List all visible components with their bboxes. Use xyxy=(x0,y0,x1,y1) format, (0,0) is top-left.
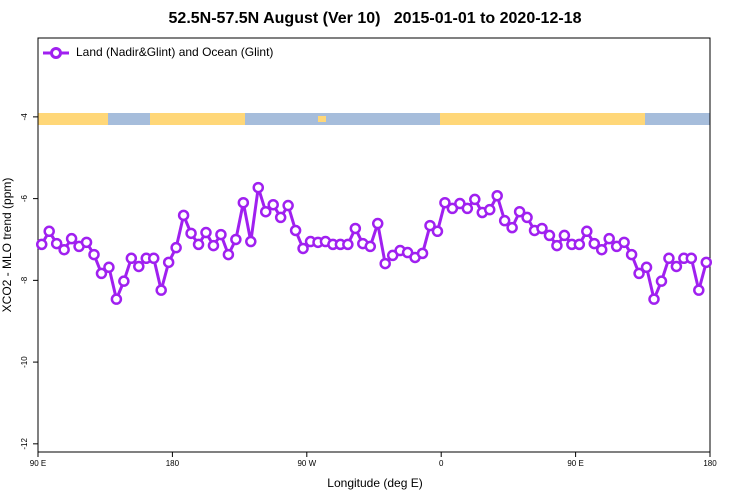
data-point xyxy=(88,248,100,261)
data-point xyxy=(349,222,362,235)
data-point xyxy=(700,256,713,269)
land-ocean-strip xyxy=(38,113,710,125)
data-point xyxy=(498,214,511,227)
data-point xyxy=(192,238,205,251)
data-point xyxy=(371,217,384,230)
y-tick-label: -6 xyxy=(20,195,29,203)
data-point xyxy=(95,267,108,280)
data-point xyxy=(625,248,638,261)
data-point xyxy=(80,236,93,249)
data-point xyxy=(693,284,705,296)
data-point xyxy=(595,243,608,256)
data-point xyxy=(648,293,660,305)
data-point xyxy=(573,238,586,251)
data-point xyxy=(491,190,503,202)
data-point xyxy=(222,248,235,261)
data-point xyxy=(282,199,294,212)
data-point xyxy=(155,284,167,296)
data-point xyxy=(483,203,496,216)
data-point xyxy=(207,239,220,252)
x-tick-label: 90 E xyxy=(30,459,46,468)
data-point xyxy=(110,293,123,305)
data-point xyxy=(162,256,175,269)
y-tick-label: -4 xyxy=(20,113,29,121)
data-point xyxy=(543,229,556,242)
data-point xyxy=(551,239,563,252)
x-tick-label: 180 xyxy=(166,459,180,468)
data-point xyxy=(685,252,698,265)
data-point xyxy=(215,228,227,241)
data-point xyxy=(670,260,683,273)
data-point xyxy=(50,237,63,250)
data-point xyxy=(431,225,444,238)
data-point xyxy=(588,237,601,250)
data-point xyxy=(259,205,272,218)
data-point xyxy=(185,227,197,240)
data-point xyxy=(245,235,257,248)
data-point xyxy=(633,267,645,280)
y-tick-label: -8 xyxy=(20,276,29,284)
data-point xyxy=(506,221,518,234)
data-point xyxy=(267,198,279,211)
x-tick-label: 90 W xyxy=(297,459,316,468)
data-point xyxy=(416,247,429,260)
data-point xyxy=(237,196,250,209)
legend: Land (Nadir&Glint) and Ocean (Glint) xyxy=(43,45,273,59)
data-point xyxy=(177,209,190,222)
data-point xyxy=(439,196,451,209)
data-point xyxy=(342,238,354,251)
data-point xyxy=(521,211,533,224)
data-point xyxy=(65,232,78,245)
data-point xyxy=(103,261,115,274)
data-point xyxy=(461,202,474,215)
data-point xyxy=(35,238,48,251)
data-point xyxy=(424,219,436,232)
legend-label: Land (Nadir&Glint) and Ocean (Glint) xyxy=(76,45,273,59)
data-point xyxy=(118,275,130,287)
data-point xyxy=(469,193,481,206)
data-point xyxy=(663,252,675,265)
data-point xyxy=(125,252,138,265)
data-point xyxy=(200,226,212,239)
x-tick-label: 180 xyxy=(703,459,717,468)
data-point xyxy=(581,225,593,238)
data-point xyxy=(536,222,548,235)
data-point xyxy=(640,261,653,274)
data-point xyxy=(43,225,55,238)
x-tick-label: 90 E xyxy=(567,459,583,468)
data-point xyxy=(618,236,630,249)
data-point xyxy=(230,233,242,246)
data-point xyxy=(558,229,571,242)
legend-marker xyxy=(50,47,62,59)
data-point xyxy=(274,211,287,224)
data-point xyxy=(513,205,526,218)
data-point xyxy=(364,240,377,253)
x-tick-label: 0 xyxy=(439,459,444,468)
data-point xyxy=(58,243,70,256)
data-point xyxy=(655,275,668,287)
x-axis-label: Longitude (deg E) xyxy=(327,476,422,490)
y-tick-label: -10 xyxy=(20,356,29,368)
data-point xyxy=(252,181,265,194)
data-point xyxy=(289,224,302,237)
data-point xyxy=(297,242,309,255)
data-point xyxy=(133,260,145,273)
data-point xyxy=(147,252,160,265)
chart-title: 52.5N-57.5N August (Ver 10) 2015-01-01 t… xyxy=(169,10,582,27)
data-point xyxy=(603,232,615,245)
y-tick-label: -12 xyxy=(20,437,29,449)
data-point xyxy=(170,241,182,254)
data-point xyxy=(379,257,391,270)
y-axis-label: XCO2 - MLO trend (ppm) xyxy=(0,178,14,313)
